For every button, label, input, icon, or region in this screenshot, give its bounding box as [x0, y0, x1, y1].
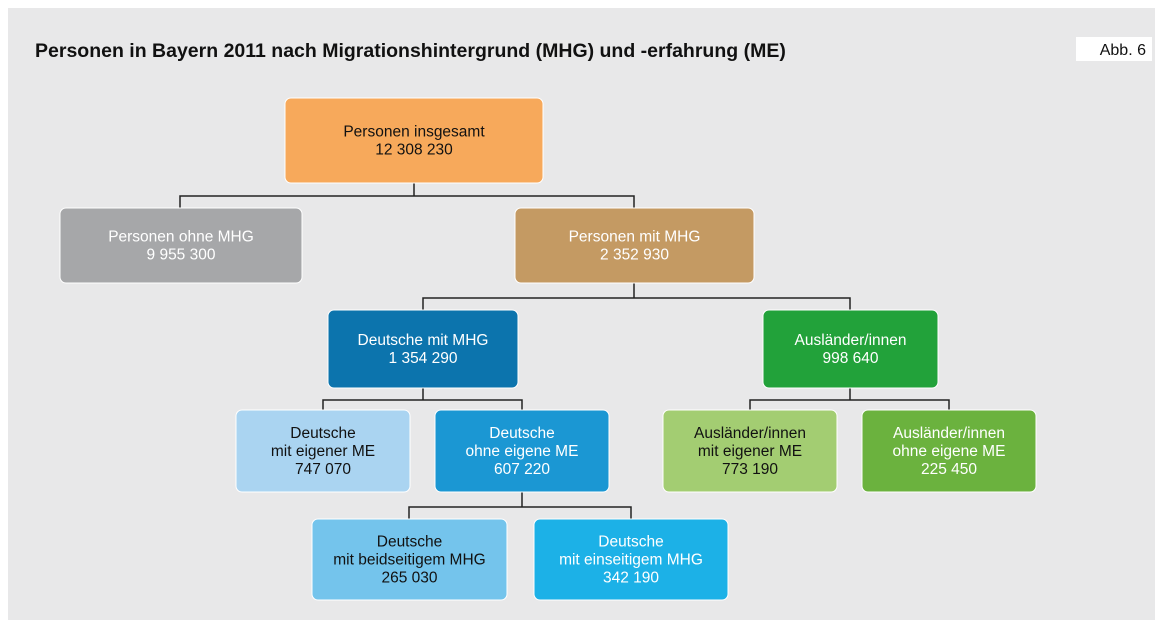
node-value: 9 955 300 [147, 247, 216, 264]
node-label: ohne eigene ME [466, 443, 579, 460]
title: Personen in Bayern 2011 nach Migrationsh… [35, 40, 786, 62]
node-value: 747 070 [295, 461, 351, 478]
node-box [533, 518, 729, 601]
node-value: 12 308 230 [375, 142, 453, 159]
node-box [284, 97, 544, 184]
node-value: 2 352 930 [600, 247, 669, 264]
badge-box [1076, 37, 1152, 61]
node-label: Personen mit MHG [569, 229, 701, 246]
node-label: Deutsche [377, 534, 442, 551]
node-label: Ausländer/innen [893, 425, 1005, 442]
node-box [861, 409, 1037, 493]
node-box [59, 207, 303, 284]
node-label: Personen ohne MHG [108, 229, 254, 246]
node-label: Deutsche mit MHG [358, 332, 489, 349]
node-box [662, 409, 838, 493]
badge: Abb. 6 [1100, 42, 1146, 59]
node-label: ohne eigene ME [893, 443, 1006, 460]
node-value: 265 030 [381, 570, 437, 587]
node-value: 342 190 [603, 570, 659, 587]
node-box [514, 207, 755, 284]
node-label: Deutsche [489, 425, 554, 442]
node-label: Personen insgesamt [343, 124, 485, 141]
node-label: mit eigener ME [698, 443, 802, 460]
node-label: Deutsche [598, 534, 663, 551]
node-label: Deutsche [290, 425, 355, 442]
node-value: 225 450 [921, 461, 977, 478]
node-box [311, 518, 508, 601]
node-label: mit eigener ME [271, 443, 375, 460]
node-label: mit beidseitigem MHG [333, 552, 485, 569]
node-value: 607 220 [494, 461, 550, 478]
node-label: Ausländer/innen [794, 332, 906, 349]
node-box [434, 409, 610, 493]
node-box [327, 309, 519, 389]
node-box [235, 409, 411, 493]
node-box [762, 309, 939, 389]
node-value: 773 190 [722, 461, 778, 478]
node-label: Ausländer/innen [694, 425, 806, 442]
node-value: 998 640 [822, 350, 878, 367]
connectors [179, 183, 950, 519]
panel [8, 8, 1155, 620]
node-label: mit einseitigem MHG [559, 552, 703, 569]
node-value: 1 354 290 [389, 350, 458, 367]
